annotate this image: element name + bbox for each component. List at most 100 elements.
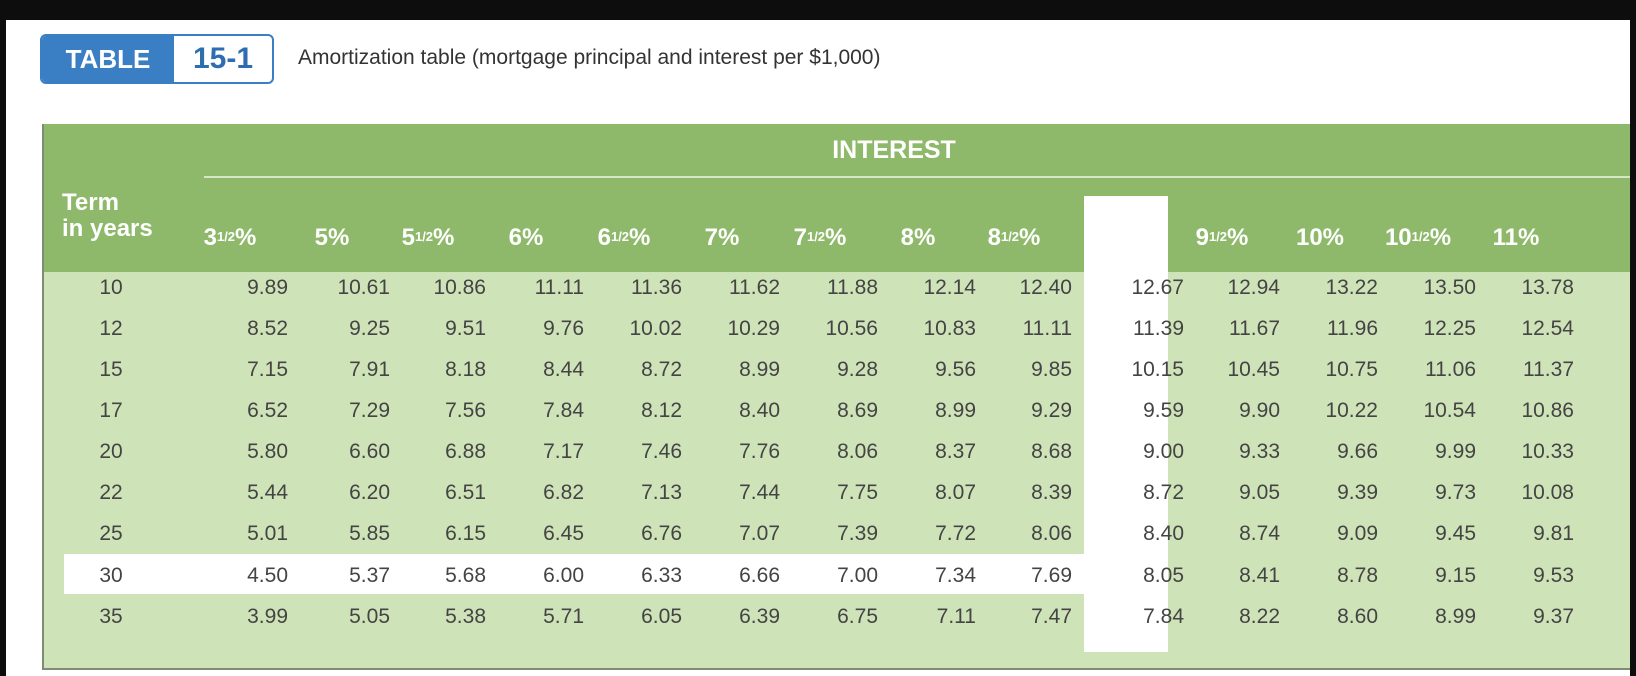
table-cell: 13.22 xyxy=(1325,276,1378,299)
table-cell: 9.56 xyxy=(935,358,976,381)
table-cell: 12.67 xyxy=(1131,276,1184,299)
table-cell: 11.96 xyxy=(1327,317,1378,340)
table-cell: 6.52 xyxy=(247,399,288,422)
column-header-percent: % xyxy=(235,224,257,251)
table-cell: 6.75 xyxy=(837,605,878,628)
table-cell: 11.62 xyxy=(729,276,780,299)
table-cell: 8.52 xyxy=(247,317,288,340)
table-cell: 8.37 xyxy=(935,440,976,463)
interest-group-header: INTEREST xyxy=(832,136,956,164)
table-cell: 11.36 xyxy=(631,276,682,299)
table-cell: 8.68 xyxy=(1031,440,1072,463)
column-header-whole: 9 xyxy=(1195,224,1209,251)
table-cell: 6.60 xyxy=(349,440,390,463)
table-cell: 9.29 xyxy=(1031,399,1072,422)
table-cell: 7.11 xyxy=(936,605,976,628)
table-cell: 6.20 xyxy=(349,481,390,504)
column-header-whole: 3 xyxy=(203,224,217,251)
table-cell: 10.45 xyxy=(1227,358,1280,381)
table-cell: 7.69 xyxy=(1031,564,1072,587)
table-cell: 7.34 xyxy=(935,564,976,587)
table-cell: 12.25 xyxy=(1423,317,1476,340)
table-row: 22 5.44 6.20 6.51 6.82 7.13 7.44 7.75 8.07 8.39 8.… xyxy=(44,481,1630,521)
column-header-3: 6% xyxy=(486,224,566,252)
table-cell: 8.69 xyxy=(837,399,878,422)
table-cell: 12.54 xyxy=(1521,317,1574,340)
table-badge: TABLE 15-1 xyxy=(40,34,274,84)
table-cell: 10.29 xyxy=(727,317,780,340)
table-cell: 9.15 xyxy=(1435,564,1476,587)
table-cell: 10.75 xyxy=(1325,358,1378,381)
table-cell: 12.94 xyxy=(1227,276,1280,299)
table-cell: 10.83 xyxy=(923,317,976,340)
table-row: 12 8.52 9.25 9.51 9.76 10.02 10.29 10.56 10.83 11… xyxy=(44,317,1630,357)
column-header-whole: 10 xyxy=(1295,224,1323,251)
table-cell: 7.07 xyxy=(739,522,780,545)
column-header-fraction: 1/2 xyxy=(216,229,236,244)
table-cell: 9.05 xyxy=(1239,481,1280,504)
column-header-percent: % xyxy=(328,224,350,251)
table-cell: 8.99 xyxy=(739,358,780,381)
highlight-30yr-row xyxy=(64,554,1168,594)
column-header-percent: % xyxy=(825,224,847,251)
table-cell: 5.80 xyxy=(247,440,288,463)
column-header-percent: % xyxy=(914,224,936,251)
table-caption: Amortization table (mortgage principal a… xyxy=(298,46,881,69)
table-cell: 8.72 xyxy=(641,358,682,381)
table-cell: 6.51 xyxy=(445,481,486,504)
table-cell: 11.39 xyxy=(1133,317,1184,340)
table-cell: 8.39 xyxy=(1031,481,1072,504)
table-cell: 8.05 xyxy=(1143,564,1184,587)
column-header-percent: % xyxy=(1429,224,1452,251)
table-cell: 6.88 xyxy=(445,440,486,463)
table-cell: 8.07 xyxy=(935,481,976,504)
column-header-4: 61/2% xyxy=(584,224,664,252)
column-header-5: 7% xyxy=(682,224,762,252)
table-cell: 7.44 xyxy=(739,481,780,504)
table-cell: 9.25 xyxy=(349,317,390,340)
table-cell: 7.76 xyxy=(739,440,780,463)
column-header-whole: 8 xyxy=(987,224,1001,251)
term-cell: 17 xyxy=(99,399,123,422)
table-cell: 7.47 xyxy=(1031,605,1072,628)
column-header-10: 91/2% xyxy=(1182,224,1262,252)
table-cell: 8.44 xyxy=(543,358,584,381)
table-cell: 9.45 xyxy=(1435,522,1476,545)
table-cell: 9.73 xyxy=(1435,481,1476,504)
table-cell: 5.38 xyxy=(445,605,486,628)
column-header-fraction: 1/2 xyxy=(806,229,826,244)
table-cell: 11.67 xyxy=(1229,317,1280,340)
column-header-whole: 6 xyxy=(597,224,611,251)
table-cell: 10.86 xyxy=(1521,399,1574,422)
table-row: 20 5.80 6.60 6.88 7.17 7.46 7.76 8.06 8.37 8.68 9.… xyxy=(44,440,1630,480)
table-cell: 8.12 xyxy=(641,399,682,422)
table-cell: 5.44 xyxy=(247,481,288,504)
column-header-whole: 10 xyxy=(1384,224,1412,251)
column-header-percent: % xyxy=(1322,224,1345,251)
table-cell: 8.60 xyxy=(1337,605,1378,628)
column-header-fraction: 1/2 xyxy=(414,229,434,244)
term-header: Term in years xyxy=(62,190,153,242)
table-cell: 8.40 xyxy=(739,399,780,422)
table-cell: 6.66 xyxy=(739,564,780,587)
table-cell: 6.45 xyxy=(543,522,584,545)
column-header-whole: 7 xyxy=(793,224,807,251)
table-cell: 9.90 xyxy=(1239,399,1280,422)
table-cell: 9.51 xyxy=(445,317,486,340)
table-cell: 7.17 xyxy=(543,440,584,463)
table-cell: 6.82 xyxy=(543,481,584,504)
table-cell: 8.06 xyxy=(1031,522,1072,545)
table-cell: 9.37 xyxy=(1533,605,1574,628)
table-cell: 6.76 xyxy=(641,522,682,545)
column-header-2: 51/2% xyxy=(388,224,468,252)
table-cell: 13.78 xyxy=(1521,276,1574,299)
column-header-percent: % xyxy=(629,224,651,251)
table-cell: 7.91 xyxy=(349,358,390,381)
table-cell: 9.99 xyxy=(1435,440,1476,463)
table-cell: 9.76 xyxy=(543,317,584,340)
table-row: 35 3.99 5.05 5.38 5.71 6.05 6.39 6.75 7.11 7.47 7.… xyxy=(44,605,1630,645)
table-cell: 5.37 xyxy=(349,564,390,587)
table-cell: 6.39 xyxy=(739,605,780,628)
table-cell: 10.08 xyxy=(1521,481,1574,504)
table-cell: 8.18 xyxy=(445,358,486,381)
